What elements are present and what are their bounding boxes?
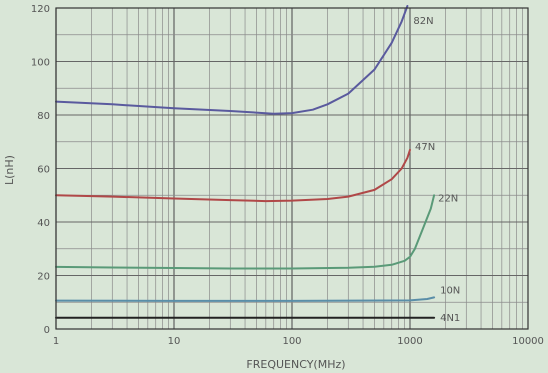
x-tick-label: 1000 [397,336,422,347]
y-axis-label: L(nH) [3,155,16,185]
y-tick-label: 100 [31,58,50,69]
x-tick-label: 10 [168,336,181,347]
y-tick-label: 20 [37,272,50,283]
x-tick-label: 10000 [512,336,544,347]
x-tick-label: 100 [282,336,301,347]
series-label-10n: 10N [440,285,460,296]
x-tick-label: 1 [53,336,59,347]
x-axis-label: FREQUENCY(MHz) [246,358,345,371]
series-label-47n: 47N [415,142,435,153]
y-tick-label: 120 [31,4,50,15]
y-tick-label: 80 [37,111,50,122]
y-tick-label: 40 [37,218,50,229]
series-label-4n1: 4N1 [440,313,460,324]
y-tick-label: 0 [44,325,50,336]
y-tick-label: 60 [37,165,50,176]
series-label-22n: 22N [438,193,458,204]
series-label-82n: 82N [413,16,433,27]
